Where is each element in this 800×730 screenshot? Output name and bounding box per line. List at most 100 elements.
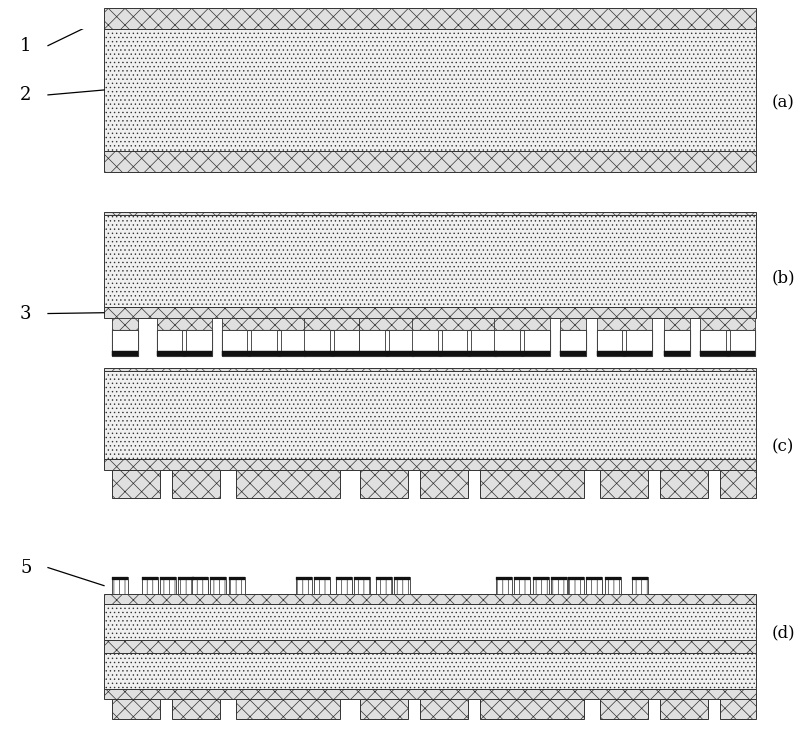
Bar <box>112 330 138 356</box>
Bar <box>412 330 497 356</box>
Bar <box>597 330 652 356</box>
Bar <box>160 577 176 594</box>
Bar <box>336 577 352 594</box>
Bar <box>700 330 755 356</box>
Text: (d): (d) <box>772 625 796 642</box>
Bar <box>700 318 755 330</box>
Bar <box>178 577 194 594</box>
Bar <box>222 330 306 356</box>
Bar <box>720 699 756 718</box>
Bar <box>354 577 370 580</box>
Bar <box>560 318 586 330</box>
Bar <box>229 577 245 580</box>
Bar <box>494 318 550 330</box>
Bar <box>281 330 306 356</box>
Bar <box>314 577 330 594</box>
Bar <box>354 577 370 594</box>
Bar <box>314 577 330 580</box>
Text: (a): (a) <box>772 95 795 112</box>
Bar <box>632 577 648 594</box>
Text: 2: 2 <box>20 86 31 104</box>
Bar <box>304 330 359 356</box>
Bar <box>568 577 584 594</box>
Bar <box>112 351 138 356</box>
Bar <box>664 330 690 356</box>
Bar <box>296 577 312 580</box>
Bar <box>112 470 160 499</box>
Bar <box>104 215 756 307</box>
Bar <box>104 594 756 604</box>
Bar <box>514 577 530 594</box>
Bar <box>664 351 690 356</box>
Bar <box>524 330 550 356</box>
Bar <box>660 699 708 718</box>
Bar <box>597 318 652 330</box>
Bar <box>157 330 212 356</box>
Bar <box>586 577 602 580</box>
Bar <box>210 577 226 594</box>
Bar <box>376 577 392 580</box>
Bar <box>389 330 414 356</box>
Bar <box>112 577 128 580</box>
Bar <box>104 307 756 318</box>
Bar <box>551 577 567 594</box>
Bar <box>359 330 414 356</box>
Bar <box>560 330 586 356</box>
Bar <box>104 368 756 383</box>
Bar <box>172 470 220 499</box>
Bar <box>112 577 128 594</box>
Bar <box>192 577 208 580</box>
Bar <box>336 577 352 580</box>
Bar <box>412 351 497 356</box>
Bar <box>104 372 756 459</box>
Bar <box>304 330 330 356</box>
Bar <box>597 330 622 356</box>
Bar <box>560 351 586 356</box>
Bar <box>210 577 226 580</box>
Bar <box>186 330 212 356</box>
Bar <box>632 577 648 580</box>
Bar <box>664 318 690 330</box>
Bar <box>600 470 648 499</box>
Bar <box>178 577 194 580</box>
Bar <box>236 699 340 718</box>
Bar <box>104 604 756 639</box>
Bar <box>157 351 212 356</box>
Bar <box>104 459 756 470</box>
Bar <box>104 151 756 172</box>
Bar <box>660 470 708 499</box>
Text: (b): (b) <box>772 269 796 286</box>
Bar <box>442 330 467 356</box>
Bar <box>494 330 550 356</box>
Bar <box>104 653 756 689</box>
Bar <box>605 577 621 594</box>
Bar <box>112 318 138 330</box>
Bar <box>222 351 306 356</box>
Bar <box>480 699 584 718</box>
Bar <box>334 330 359 356</box>
Bar <box>551 577 567 580</box>
Bar <box>494 351 550 356</box>
Bar <box>605 577 621 580</box>
Bar <box>496 577 512 580</box>
Bar <box>480 470 584 499</box>
Bar <box>304 351 359 356</box>
Bar <box>533 577 549 580</box>
Bar <box>412 330 438 356</box>
Bar <box>296 577 312 594</box>
Bar <box>104 639 756 653</box>
Bar <box>394 577 410 580</box>
Text: 1: 1 <box>20 36 31 55</box>
Bar <box>376 577 392 594</box>
Bar <box>420 699 468 718</box>
Bar <box>626 330 652 356</box>
Bar <box>514 577 530 580</box>
Bar <box>192 577 208 594</box>
Bar <box>104 212 756 226</box>
Bar <box>172 699 220 718</box>
Bar <box>142 577 158 594</box>
Bar <box>720 470 756 499</box>
Bar <box>560 330 586 356</box>
Bar <box>494 330 520 356</box>
Bar <box>568 577 584 580</box>
